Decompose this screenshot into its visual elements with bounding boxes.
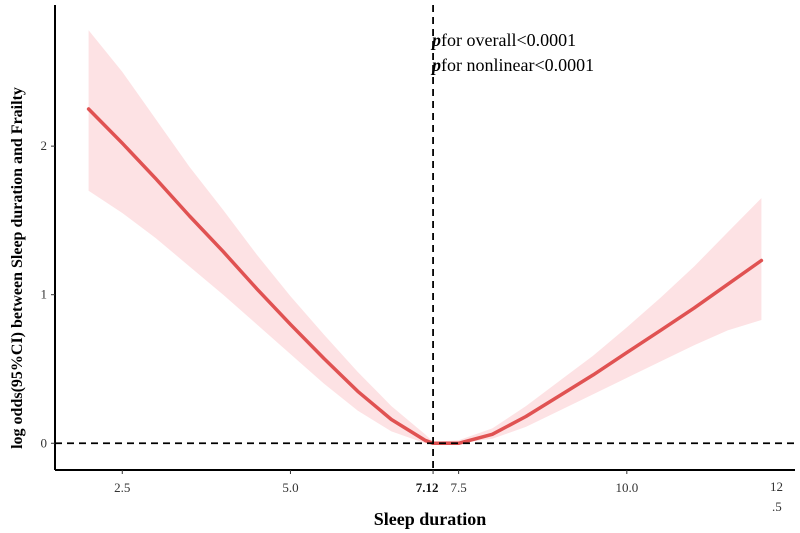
ticks: 2.5 5.0 7.12 7.5 10.0 0 1 2	[41, 138, 639, 495]
ci-band-layer	[88, 30, 762, 444]
y-tick-label: 0	[41, 435, 48, 450]
annotation-nonlinear: pfor nonlinear<0.0001	[430, 55, 594, 75]
x-tick-label-edge: 12.5	[770, 479, 783, 514]
ci-band	[88, 30, 762, 444]
annotation-overall: pfor overall<0.0001	[430, 30, 576, 50]
y-tick-label: 2	[41, 138, 48, 153]
axes	[54, 5, 795, 471]
fit-line	[86, 107, 764, 446]
y-tick-label: 1	[41, 287, 48, 302]
x-tick-label: 7.12	[416, 480, 439, 495]
x-tick-label: 5.0	[282, 480, 298, 495]
x-tick-label: 2.5	[114, 480, 130, 495]
x-tick-label: 7.5	[451, 480, 467, 495]
x-tick-label: 10.0	[615, 480, 638, 495]
y-axis-title: log odds(95%CI) between Sleep duration a…	[9, 87, 26, 449]
x-axis-title: Sleep duration	[374, 509, 487, 529]
fit-line-layer	[86, 107, 764, 446]
reference-lines	[55, 5, 795, 470]
